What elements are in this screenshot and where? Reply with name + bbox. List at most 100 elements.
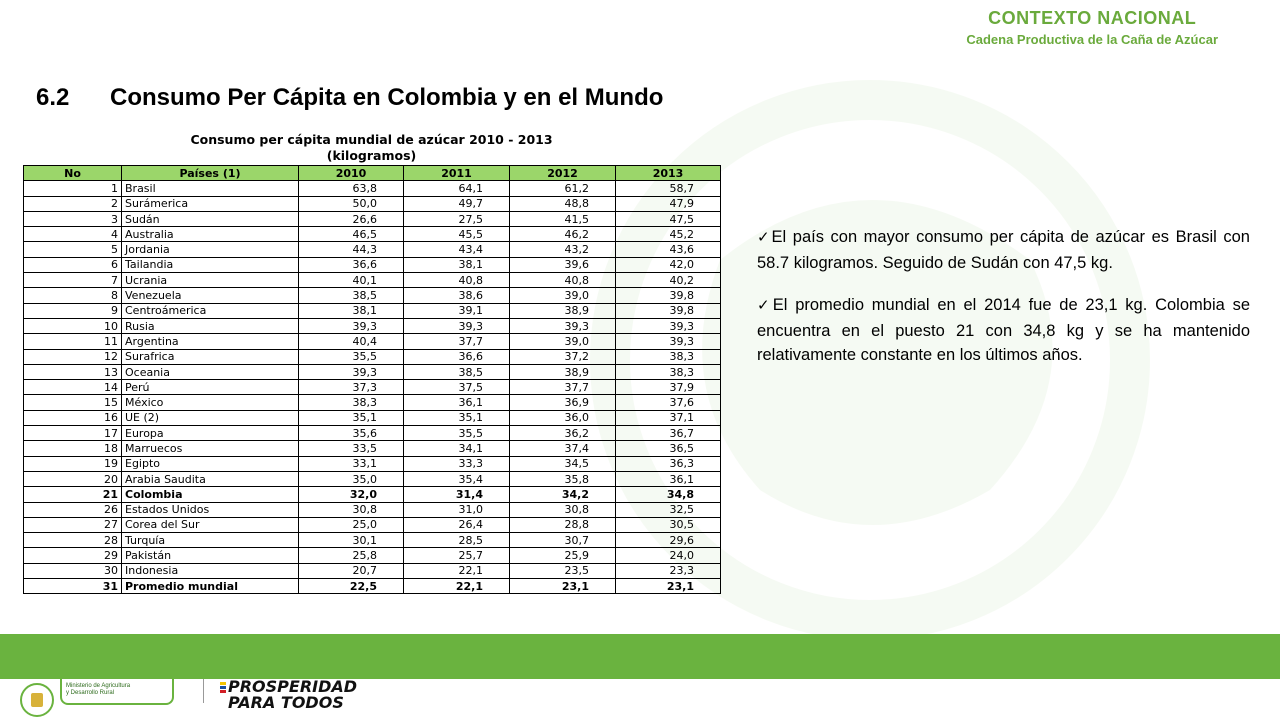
value-cell: 47,5 <box>615 210 721 228</box>
value-cell: 46,5 <box>298 226 404 243</box>
rank-cell: 31 <box>23 578 122 595</box>
value-cell: 45,2 <box>615 226 721 243</box>
country-cell: Rusia <box>121 317 299 335</box>
value-cell: 48,8 <box>509 195 616 212</box>
table-row: 5 Jordania 44,3 43,4 43,2 43,6 <box>23 241 721 258</box>
value-cell: 37,1 <box>615 409 721 427</box>
rank-cell: 16 <box>23 409 122 427</box>
table-row: 3 Sudán 26,6 27,5 41,5 47,5 <box>23 210 721 228</box>
column-header: 2013 <box>615 164 721 182</box>
rank-cell: 6 <box>23 256 122 274</box>
value-cell: 41,5 <box>509 210 616 228</box>
value-cell: 39,3 <box>298 317 404 335</box>
value-cell: 35,5 <box>403 425 510 442</box>
rank-cell: 13 <box>23 363 122 381</box>
country-cell: Venezuela <box>121 287 299 304</box>
table-row: 13 Oceania 39,3 38,5 38,9 38,3 <box>23 363 721 381</box>
value-cell: 23,1 <box>509 578 616 595</box>
bullet-item: ✓El promedio mundial en el 2014 fue de 2… <box>757 296 1250 364</box>
value-cell: 40,2 <box>615 272 721 289</box>
value-cell: 30,5 <box>615 516 721 534</box>
value-cell: 26,4 <box>403 516 510 534</box>
rank-cell: 29 <box>23 547 122 564</box>
rank-cell: 10 <box>23 317 122 335</box>
value-cell: 63,8 <box>298 180 404 197</box>
table-row: 29 Pakistán 25,8 25,7 25,9 24,0 <box>23 547 721 564</box>
rank-cell: 3 <box>23 210 122 228</box>
value-cell: 42,0 <box>615 256 721 274</box>
value-cell: 35,8 <box>509 470 616 488</box>
table-row: 21 Colombia 32,0 31,4 34,2 34,8 <box>23 486 721 503</box>
value-cell: 36,7 <box>615 425 721 442</box>
value-cell: 64,1 <box>403 180 510 197</box>
country-cell: Arabia Saudita <box>121 470 299 488</box>
value-cell: 32,0 <box>298 486 404 503</box>
checkmark-icon: ✓ <box>757 229 772 246</box>
value-cell: 47,9 <box>615 195 721 212</box>
value-cell: 38,9 <box>509 363 616 381</box>
rank-cell: 15 <box>23 394 122 411</box>
table-row: 28 Turquía 30,1 28,5 30,7 29,6 <box>23 532 721 549</box>
value-cell: 45,5 <box>403 226 510 243</box>
value-cell: 36,0 <box>509 409 616 427</box>
rank-cell: 2 <box>23 195 122 212</box>
value-cell: 39,3 <box>615 317 721 335</box>
column-header: 2012 <box>509 164 616 182</box>
value-cell: 39,3 <box>509 317 616 335</box>
rank-cell: 5 <box>23 241 122 258</box>
value-cell: 35,0 <box>298 470 404 488</box>
value-cell: 22,5 <box>298 578 404 595</box>
rank-cell: 28 <box>23 532 122 549</box>
slogan-logo: PROSPERIDAD PARA TODOS <box>228 677 358 712</box>
value-cell: 23,1 <box>615 578 721 595</box>
country-cell: Surafrica <box>121 348 299 365</box>
value-cell: 43,2 <box>509 241 616 258</box>
value-cell: 37,4 <box>509 440 616 457</box>
rank-cell: 7 <box>23 272 122 289</box>
value-cell: 40,1 <box>298 272 404 289</box>
value-cell: 38,1 <box>403 256 510 274</box>
rank-cell: 17 <box>23 425 122 442</box>
value-cell: 30,1 <box>298 532 404 549</box>
value-cell: 35,5 <box>298 348 404 365</box>
value-cell: 39,8 <box>615 287 721 304</box>
section-subtitle: Cadena Productiva de la Caña de Azúcar <box>966 32 1218 47</box>
value-cell: 37,7 <box>403 333 510 350</box>
table-row: 20 Arabia Saudita 35,0 35,4 35,8 36,1 <box>23 470 721 488</box>
value-cell: 36,2 <box>509 425 616 442</box>
country-cell: Tailandia <box>121 256 299 274</box>
value-cell: 58,7 <box>615 180 721 197</box>
rank-cell: 12 <box>23 348 122 365</box>
value-cell: 23,5 <box>509 562 616 580</box>
rank-cell: 26 <box>23 501 122 518</box>
value-cell: 36,6 <box>298 256 404 274</box>
country-cell: Oceania <box>121 363 299 381</box>
table-row: 16 UE (2) 35,1 35,1 36,0 37,1 <box>23 409 721 427</box>
country-cell: Estados Unidos <box>121 501 299 518</box>
value-cell: 36,1 <box>615 470 721 488</box>
value-cell: 35,6 <box>298 425 404 442</box>
rank-cell: 9 <box>23 302 122 319</box>
rank-cell: 14 <box>23 379 122 396</box>
table-row: 9 Centroámerica 38,1 39,1 38,9 39,8 <box>23 302 721 319</box>
table-row: 11 Argentina 40,4 37,7 39,0 39,3 <box>23 333 721 350</box>
value-cell: 36,9 <box>509 394 616 411</box>
value-cell: 43,4 <box>403 241 510 258</box>
country-cell: Brasil <box>121 180 299 197</box>
value-cell: 35,1 <box>403 409 510 427</box>
country-cell: Pakistán <box>121 547 299 564</box>
slide-title-text: Consumo Per Cápita en Colombia y en el M… <box>110 84 664 111</box>
country-cell: Centroámerica <box>121 302 299 319</box>
value-cell: 33,1 <box>298 455 404 472</box>
country-cell: Colombia <box>121 486 299 503</box>
footer-bar <box>0 634 1280 679</box>
country-cell: Argentina <box>121 333 299 350</box>
value-cell: 38,5 <box>298 287 404 304</box>
slide-title: 6.2 Consumo Per Cápita en Colombia y en e… <box>36 84 663 112</box>
table-row: 2 Surámerica 50,0 49,7 48,8 47,9 <box>23 195 721 212</box>
value-cell: 33,5 <box>298 440 404 457</box>
country-cell: Jordania <box>121 241 299 258</box>
table-row: 14 Perú 37,3 37,5 37,7 37,9 <box>23 379 721 396</box>
country-cell: Indonesia <box>121 562 299 580</box>
table-body: 1 Brasil 63,8 64,1 61,2 58,7 2 Surámerica 50,0 49… <box>23 180 721 595</box>
